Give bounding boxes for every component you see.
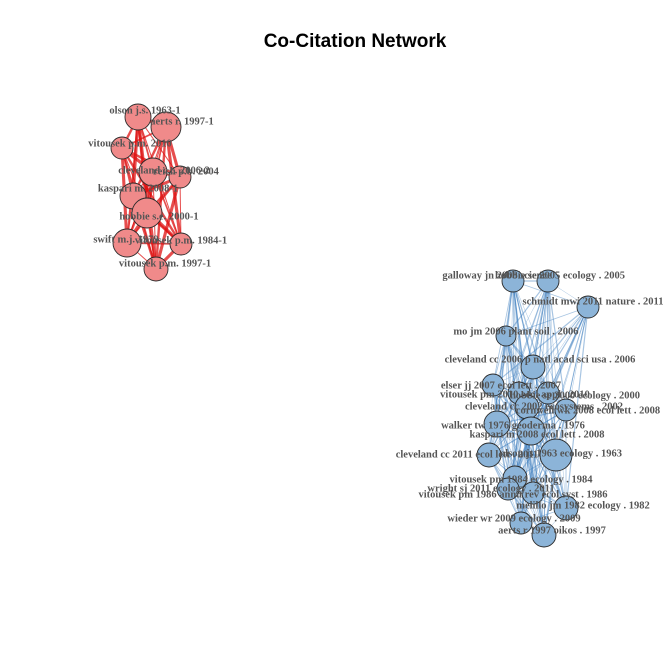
edge-reich2004-vitousek1997 [154, 176, 182, 270]
edge-schmidt2011-olson1963 [555, 306, 589, 456]
node-wieder2009[interactable] [509, 511, 533, 535]
node-label-cornwell2008: cornwell wk 2008 ecol lett . 2008 [516, 405, 660, 416]
edge-schmidt2011-elser2007 [492, 306, 589, 386]
edge-cleveland2006b-aerts1997 [532, 366, 545, 536]
node-galloway2008[interactable] [501, 269, 525, 293]
edge-elser2007-aerts1997 [492, 384, 545, 536]
edge-hobbie2005-mo2006 [505, 280, 549, 337]
edge-cleveland2011-melillo1982 [488, 454, 567, 509]
node-cleveland2011[interactable] [476, 442, 502, 468]
edge-elser2007-melillo1982 [492, 384, 567, 509]
edge-cleveland2006b-cleveland2011 [488, 366, 534, 456]
node-label-kaspari2008b: kaspari m 2008 ecol lett . 2008 [469, 429, 604, 440]
node-cornwell2008[interactable] [554, 398, 578, 422]
node-label-kaspari2008: kaspari m. 2008-1 [98, 183, 178, 194]
edge-cornwell2008-wieder2009 [520, 409, 567, 524]
node-swift1979[interactable] [112, 228, 142, 258]
node-label-reich2004: reich p.b. 2004 [153, 166, 219, 177]
edge-galloway2008-wright2011 [507, 280, 514, 490]
edge-hobbie2005-walker1976 [496, 280, 549, 425]
node-schmidt2011[interactable] [576, 295, 600, 319]
node-hobbie2000b[interactable] [536, 381, 560, 405]
node-label-melillo1982: melillo jm 1982 ecology . 1982 [516, 500, 650, 511]
node-wright2011[interactable] [496, 477, 520, 501]
node-aerts1997[interactable] [531, 522, 557, 548]
node-cleveland2006b[interactable] [520, 354, 546, 380]
edge-hobbie2005-olson1963 [547, 280, 557, 456]
edge-galloway2008-schmidt2011 [512, 280, 589, 308]
node-mo2006[interactable] [495, 325, 517, 347]
edge-walker1976-melillo1982 [496, 423, 567, 509]
edge-cornwell2008-vitousek1984b [514, 409, 567, 479]
edge-olson-swift1979 [126, 116, 139, 244]
edge-mo2006-vitousek1984b [505, 335, 516, 479]
node-hobbie2000[interactable] [131, 197, 163, 229]
node-label-hobbie2000b: hobbie se 2000 ecology . 2000 [510, 390, 640, 401]
edge-mo2006-wright2011 [505, 335, 509, 490]
node-vitousek2010[interactable] [110, 136, 134, 160]
node-label-vitousek1984b: vitousek pm 1984 ecology . 1984 [450, 474, 594, 485]
node-label-olson: olson j.s. 1963-1 [109, 105, 180, 116]
node-label-cleveland2002: cleveland cc 2002 ecosystems . 2002 [465, 401, 623, 412]
node-elser2007[interactable] [481, 373, 505, 397]
node-label-cleveland2006b: cleveland cc 2006 p natl acad sci usa . … [445, 354, 636, 365]
node-hobbie2005[interactable] [536, 269, 560, 293]
node-vitousek1984[interactable] [169, 232, 193, 256]
edge-schmidt2011-mo2006 [505, 306, 589, 337]
node-olson1963[interactable] [539, 438, 573, 472]
node-label-wright2011: wright sj 2011 ecology . 2011 [427, 483, 554, 494]
node-label-schmidt2011: schmidt mwi 2011 nature . 2011 [523, 296, 664, 307]
node-label-hobbie2000: hobbie s.e. 2000-1 [119, 211, 198, 222]
node-label-vitousek2010: vitousek p.m. 2010 [88, 138, 171, 149]
edge-schmidt2011-cleveland2006b [532, 306, 589, 368]
node-label-elser2007: elser jj 2007 ecol lett . 2007 [441, 380, 561, 391]
node-label-aerts: aerts r. 1997-1 [150, 116, 213, 127]
node-olson[interactable] [124, 103, 152, 131]
edge-schmidt2011-hobbie2000b [547, 306, 589, 394]
edge-hobbie2000b-vitousek1986 [532, 392, 549, 494]
edge-hobbie2005-cornwell2008 [547, 280, 567, 411]
node-label-cleveland2006: cleveland c.c. 2006-2 [118, 165, 210, 176]
node-vitousek1986[interactable] [521, 481, 545, 505]
node-label-wieder2009: wieder wr 2009 ecology . 2009 [447, 513, 580, 524]
node-label-walker1976: walker tw 1976 geoderma . 1976 [441, 420, 585, 431]
node-label-mo2006: mo jm 2006 plant soil . 2006 [453, 326, 578, 337]
node-kaspari2008b[interactable] [516, 416, 546, 446]
edge-galloway2008-cleveland2006b [512, 280, 534, 368]
node-label-aerts1997: aerts r 1997 oikos . 1997 [498, 525, 606, 536]
edge-hobbie2005-cleveland2002 [526, 280, 549, 408]
node-reich2004[interactable] [168, 165, 192, 189]
node-label-hobbie2005: hobbie se 2005 ecology . 2005 [495, 270, 625, 281]
edge-hobbie2005-wright2011 [507, 280, 549, 490]
edge-vitousek2010-vitousek1984 [120, 147, 183, 245]
edge-hobbie2005-elser2007 [492, 280, 549, 386]
edge-hobbie2005-aerts1997 [543, 280, 549, 536]
network-nodes [110, 103, 600, 548]
node-label-vitousek2010b: vitousek pm 2010 ecol appl . 2010 [440, 389, 590, 400]
edge-elser2007-wieder2009 [492, 384, 522, 524]
node-label-galloway2008: galloway jn 2008 science [442, 270, 552, 281]
edge-schmidt2011-kaspari2008b [530, 306, 589, 432]
node-cleveland2006[interactable] [138, 157, 168, 187]
node-label-vitousek1997: vitousek p.m. 1997-1 [119, 258, 211, 269]
node-walker1976[interactable] [483, 410, 511, 438]
edge-cornwell2008-aerts1997 [543, 409, 567, 536]
edge-hobbie2005-cleveland2006b [532, 280, 549, 368]
node-vitousek1997[interactable] [143, 256, 169, 282]
edge-galloway2008-walker1976 [496, 280, 514, 425]
node-label-olson1963: olson js 1963 ecology . 1963 [500, 448, 622, 459]
node-melillo1982[interactable] [553, 495, 579, 521]
node-label-vitousek1984: vitousek p.m. 1984-1 [135, 235, 227, 246]
edge-galloway2008-vitousek1984b [512, 280, 516, 479]
edge-hobbie2005-vitousek1984b [514, 280, 549, 479]
node-label-vitousek1986: vitousek pm 1986 annu rev ecol syst . 19… [418, 489, 607, 500]
node-label-swift1979: swift m.j. 1979 [93, 234, 158, 245]
node-aerts[interactable] [150, 111, 182, 143]
chart-title: Co-Citation Network [264, 31, 447, 52]
node-label-cleveland2011: cleveland cc 2011 ecol lett . 2011 [396, 449, 539, 460]
edge-schmidt2011-cornwell2008 [565, 306, 589, 411]
